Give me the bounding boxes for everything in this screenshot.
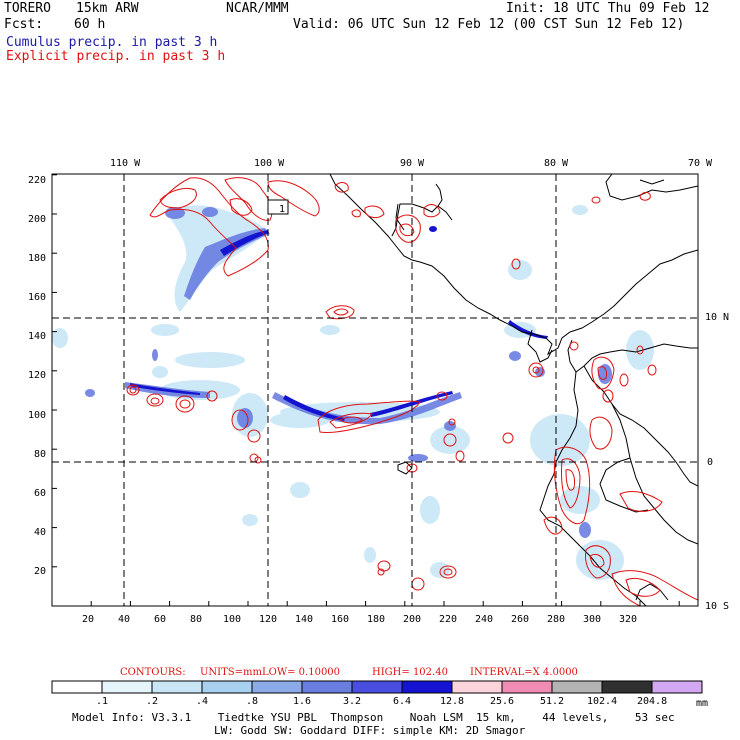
- lon-label-70w: 70 W: [688, 158, 713, 169]
- legend-explicit: Explicit precip. in past 3 h: [6, 49, 226, 64]
- colorbar-swatch: [451, 680, 503, 694]
- legend-cumulus: Cumulus precip. in past 3 h: [6, 35, 218, 50]
- grid-x-320: 320: [619, 614, 638, 625]
- grid-y-80: 80: [34, 449, 47, 460]
- model-resolution: 15km ARW: [76, 1, 139, 16]
- grid-y-120: 120: [28, 370, 47, 381]
- colorbar-swatch: [651, 680, 703, 694]
- contours-low: LOW= 0.10000: [262, 667, 341, 678]
- lon-label-100w: 100 W: [254, 158, 285, 169]
- grid-x-60: 60: [154, 614, 167, 625]
- model-name: TORERO: [4, 1, 51, 16]
- colorbar-swatch: [601, 680, 653, 694]
- colorbar-label: 102.4: [587, 696, 618, 707]
- colorbar-swatch: [251, 680, 303, 694]
- contours-high: HIGH= 102.40: [372, 667, 448, 678]
- colorbar-swatch: [401, 680, 453, 694]
- lon-label-110w: 110 W: [110, 158, 141, 169]
- grid-x-140: 140: [295, 614, 314, 625]
- grid-x-160: 160: [331, 614, 350, 625]
- grid-x-220: 220: [439, 614, 458, 625]
- colorbar-units: mm: [696, 698, 709, 709]
- grid-x-300: 300: [583, 614, 602, 625]
- grid-x-80: 80: [190, 614, 203, 625]
- grid-y-100: 100: [28, 410, 47, 421]
- colorbar-swatch: [151, 680, 203, 694]
- latlon-grid: [52, 174, 698, 606]
- grid-y-20: 20: [34, 566, 47, 577]
- grid-y-60: 60: [34, 488, 47, 499]
- box-label: 1: [279, 204, 286, 215]
- model-info: Model Info: V3.3.1 Tiedtke YSU PBL Thomp…: [72, 711, 675, 724]
- grid-y-160: 160: [28, 292, 47, 303]
- grid-y-40: 40: [34, 527, 47, 538]
- colorbar-label: 204.8: [637, 696, 668, 707]
- organization: NCAR/MMM: [226, 1, 289, 16]
- physics-info: LW: Godd SW: Goddard DIFF: simple KM: 2D…: [214, 724, 526, 737]
- colorbar-swatch: [101, 680, 153, 694]
- lat-label-10s: 10 S: [705, 601, 730, 612]
- colorbar-swatch: [301, 680, 353, 694]
- lon-label-80w: 80 W: [544, 158, 569, 169]
- contours-units: UNITS=mm: [200, 667, 262, 678]
- colorbar-label: 12.8: [440, 696, 465, 707]
- colorbar-label: .8: [246, 696, 259, 707]
- grid-x-40: 40: [118, 614, 131, 625]
- grid-x-260: 260: [511, 614, 530, 625]
- grid-x-180: 180: [367, 614, 386, 625]
- grid-y-140: 140: [28, 331, 47, 342]
- colorbar-label: 3.2: [343, 696, 362, 707]
- grid-y-180: 180: [28, 253, 47, 264]
- valid-time: Valid: 06 UTC Sun 12 Feb 12 (00 CST Sun …: [293, 17, 685, 32]
- grid-x-120: 120: [259, 614, 278, 625]
- colorbar-swatch: [51, 680, 103, 694]
- colorbar-label: 6.4: [393, 696, 412, 707]
- contours-interval: INTERVAL=X 4.0000: [470, 667, 578, 678]
- colorbar-label: 25.6: [490, 696, 515, 707]
- colorbar-swatch: [351, 680, 403, 694]
- colorbar-label: .1: [96, 696, 109, 707]
- grid-x-280: 280: [547, 614, 566, 625]
- grid-x-200: 200: [403, 614, 422, 625]
- grid-y-200: 200: [28, 214, 47, 225]
- grid-x-20: 20: [82, 614, 95, 625]
- forecast-label: Fcst:: [4, 17, 44, 32]
- colorbar-label: .4: [196, 696, 209, 707]
- lat-label-0: 0: [707, 457, 714, 468]
- lon-label-90w: 90 W: [400, 158, 425, 169]
- map-frame: [51, 173, 699, 607]
- forecast-hours: 60 h: [74, 17, 106, 32]
- colorbar-label: 51.2: [540, 696, 565, 707]
- lat-label-10n: 10 N: [705, 312, 730, 323]
- explicit-precip-contours: [126, 177, 698, 606]
- station-box: [267, 199, 289, 215]
- colorbar-swatch: [201, 680, 253, 694]
- colorbar-swatch: [501, 680, 553, 694]
- init-time: Init: 18 UTC Thu 09 Feb 12: [506, 1, 710, 16]
- colorbar-label: .2: [146, 696, 159, 707]
- grid-x-100: 100: [223, 614, 242, 625]
- colorbar-label: 1.6: [293, 696, 312, 707]
- contours-title: CONTOURS:: [120, 667, 186, 678]
- colorbar-swatch: [551, 680, 603, 694]
- cumulus-precip-heavy: [130, 226, 548, 421]
- grid-x-240: 240: [475, 614, 494, 625]
- grid-y-220: 220: [28, 175, 47, 186]
